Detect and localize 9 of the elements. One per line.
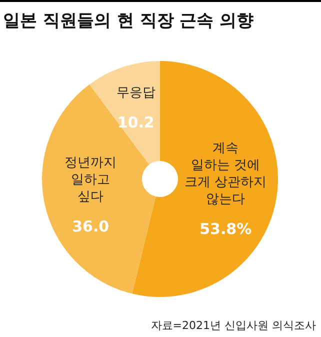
donut-slice — [42, 84, 156, 294]
chart-title: 일본 직원들의 현 직장 근속 의향 — [3, 11, 254, 31]
data-label: 10.2 — [117, 114, 154, 132]
data-label: 36.0 — [72, 218, 110, 236]
data-label: 53.8% — [200, 220, 252, 238]
slice-label: 계속 일하는 것에 크게 상관하지 않는다 — [184, 140, 267, 207]
text: 자료=2021년 신입사원 의식조사 — [150, 319, 316, 332]
slice-label: 정년까지 일하고 싶다 — [64, 156, 117, 205]
slice-label: 무응답 — [116, 86, 156, 101]
